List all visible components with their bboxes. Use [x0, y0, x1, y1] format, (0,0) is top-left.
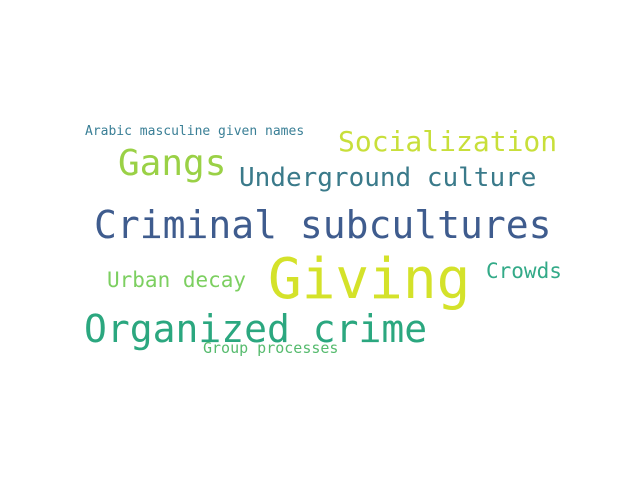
word-giving: Giving: [268, 247, 471, 312]
word-socialization: Socialization: [338, 125, 558, 158]
word-urban-decay: Urban decay: [107, 268, 247, 292]
word-organized-crime: Organized crime: [84, 307, 428, 351]
word-arabic-masculine-given-names: Arabic masculine given names: [85, 124, 305, 139]
word-gangs: Gangs: [118, 143, 227, 184]
word-criminal-subcultures: Criminal subcultures: [94, 203, 552, 247]
word-group-processes: Group processes: [203, 339, 339, 357]
word-crowds: Crowds: [486, 259, 562, 283]
word-underground-culture: Underground culture: [239, 163, 537, 193]
